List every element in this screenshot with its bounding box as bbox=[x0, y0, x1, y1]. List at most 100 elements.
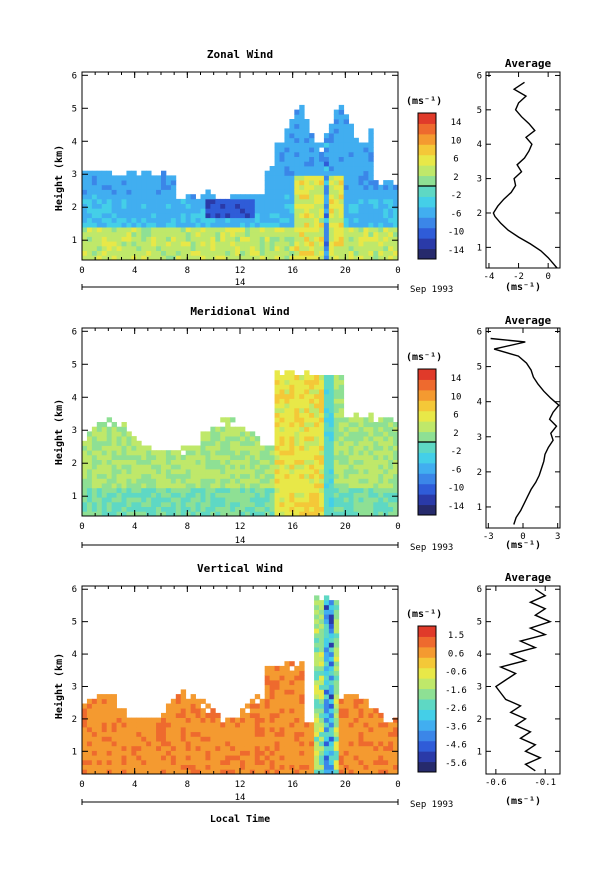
heatmap-cell bbox=[151, 198, 157, 204]
heatmap-cell bbox=[323, 450, 330, 456]
heatmap-cell bbox=[225, 478, 231, 484]
heatmap-cell bbox=[353, 501, 359, 507]
heatmap-cell bbox=[363, 241, 369, 247]
heatmap-cell bbox=[333, 245, 340, 251]
heatmap-cell bbox=[249, 227, 256, 233]
heatmap-cell bbox=[319, 440, 325, 446]
heatmap-cell bbox=[165, 213, 172, 219]
heatmap-cell bbox=[86, 180, 93, 186]
heatmap-cell bbox=[136, 745, 142, 751]
average-profile-line bbox=[490, 337, 560, 525]
heatmap-cell bbox=[82, 745, 88, 751]
y-tick-label: 3 bbox=[72, 682, 77, 692]
heatmap-cell bbox=[314, 656, 320, 662]
heatmap-cell bbox=[195, 217, 201, 223]
heatmap-cell bbox=[121, 217, 127, 223]
heatmap-cell bbox=[289, 731, 295, 737]
heatmap-cell bbox=[274, 497, 280, 503]
heatmap-cell bbox=[279, 389, 285, 395]
heatmap-cell bbox=[146, 769, 152, 775]
heatmap-cell bbox=[393, 459, 399, 465]
heatmap-cell bbox=[319, 511, 325, 517]
heatmap-cell bbox=[358, 712, 364, 718]
heatmap-cell bbox=[111, 450, 117, 456]
heatmap-cell bbox=[254, 198, 261, 204]
heatmap-cell bbox=[106, 459, 113, 465]
heatmap-cell bbox=[304, 245, 310, 251]
heatmap-cell bbox=[343, 492, 350, 498]
heatmap-cell bbox=[328, 393, 335, 399]
heatmap-cell bbox=[274, 403, 280, 409]
heatmap-cell bbox=[358, 769, 364, 775]
heatmap-cell bbox=[393, 217, 399, 223]
heatmap-cell bbox=[141, 473, 147, 479]
heatmap-cell bbox=[274, 483, 280, 489]
heatmap-cell bbox=[146, 759, 152, 765]
heatmap-cell bbox=[363, 184, 369, 190]
heatmap-cell bbox=[151, 208, 157, 214]
heatmap-cell bbox=[314, 156, 320, 162]
colorbar-swatch bbox=[418, 452, 436, 464]
heatmap-cell bbox=[294, 497, 300, 503]
heatmap-cell bbox=[259, 236, 266, 242]
heatmap-cell bbox=[338, 755, 345, 761]
heatmap-cell bbox=[338, 736, 345, 742]
heatmap-cell bbox=[121, 755, 127, 761]
heatmap-cell bbox=[314, 236, 320, 242]
heatmap-cell bbox=[131, 755, 137, 761]
heatmap-cell bbox=[210, 231, 216, 237]
heatmap-cell bbox=[146, 245, 152, 251]
heatmap-cell bbox=[378, 727, 384, 733]
heatmap-cell bbox=[136, 245, 142, 251]
heatmap-cell bbox=[96, 241, 103, 247]
heatmap-cell bbox=[96, 487, 103, 493]
heatmap-cell bbox=[378, 231, 384, 237]
heatmap-cell bbox=[126, 250, 132, 256]
heatmap-cell bbox=[274, 487, 280, 493]
heatmap-cell bbox=[220, 492, 226, 498]
heatmap-cell bbox=[86, 727, 93, 733]
heatmap-cell bbox=[314, 769, 320, 775]
heatmap-cell bbox=[348, 156, 354, 162]
heatmap-cell bbox=[200, 454, 206, 460]
heatmap-cell bbox=[363, 422, 369, 428]
heatmap-cell bbox=[319, 142, 325, 148]
heatmap-cell bbox=[151, 180, 157, 186]
heatmap-cell bbox=[289, 119, 295, 125]
heatmap-cell bbox=[279, 250, 285, 256]
heatmap-cell bbox=[279, 231, 285, 237]
heatmap-cell bbox=[269, 189, 275, 195]
heatmap-cell bbox=[338, 426, 345, 432]
heatmap-cell bbox=[111, 745, 117, 751]
heatmap-cell bbox=[279, 698, 285, 704]
heatmap-cell bbox=[323, 459, 330, 465]
heatmap-cell bbox=[343, 147, 350, 153]
heatmap-cell bbox=[210, 764, 216, 770]
heatmap-cell bbox=[388, 511, 394, 517]
heatmap-cell bbox=[314, 231, 320, 237]
heatmap-cell bbox=[328, 736, 335, 742]
heatmap-cell bbox=[323, 703, 330, 709]
heatmap-cell bbox=[240, 717, 246, 723]
heatmap-cell bbox=[284, 407, 290, 413]
heatmap-cell bbox=[328, 604, 335, 610]
heatmap-cell bbox=[314, 492, 320, 498]
heatmap-cell bbox=[353, 142, 359, 148]
heatmap-cell bbox=[378, 255, 384, 261]
heatmap-cell bbox=[274, 703, 280, 709]
heatmap-cell bbox=[393, 241, 399, 247]
heatmap-cell bbox=[368, 722, 374, 728]
heatmap-cell bbox=[323, 393, 330, 399]
heatmap-cell bbox=[91, 745, 98, 751]
heatmap-cell bbox=[269, 454, 275, 460]
heatmap-cell bbox=[294, 436, 300, 442]
heatmap-cell bbox=[205, 255, 211, 261]
heatmap-cell bbox=[86, 722, 93, 728]
heatmap-cell bbox=[363, 161, 369, 167]
heatmap-cell bbox=[126, 217, 132, 223]
heatmap-cell bbox=[314, 180, 320, 186]
heatmap-cell bbox=[299, 175, 305, 181]
heatmap-cell bbox=[373, 426, 379, 432]
heatmap-cell bbox=[225, 222, 231, 228]
heatmap-cell bbox=[363, 501, 369, 507]
